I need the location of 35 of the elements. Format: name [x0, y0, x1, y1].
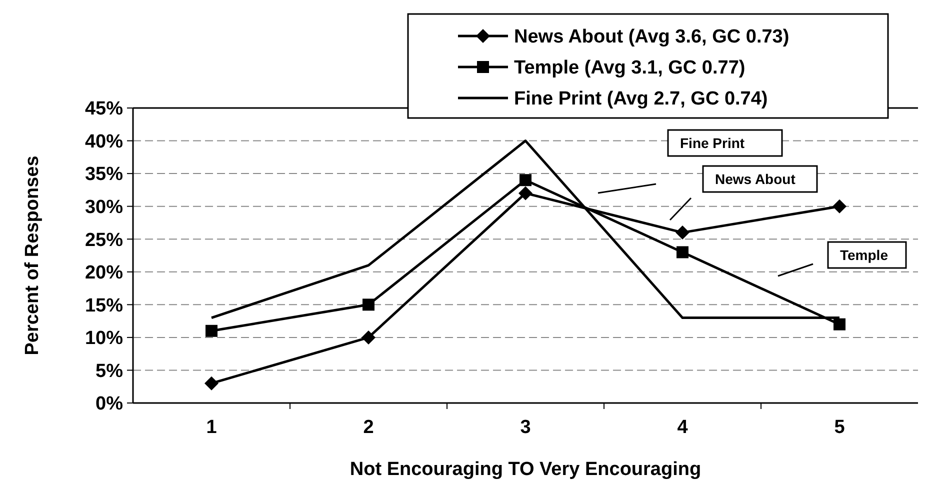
x-tick-label: 4 [677, 417, 688, 438]
point [834, 318, 846, 330]
callout: Temple [778, 241, 907, 277]
y-tick-label: 0% [96, 394, 124, 415]
x-tick-label: 5 [834, 417, 846, 438]
y-tick-label: 10% [84, 328, 124, 350]
y-axis-title: Percent of Responses [22, 156, 43, 356]
x-axis-title: Not Encouraging TO Very Encouraging [350, 459, 702, 480]
point [676, 226, 690, 240]
legend-label: Fine Print (Avg 2.7, GC 0.74) [514, 88, 768, 110]
y-tick-label: 15% [84, 295, 124, 316]
y-tick-label: 30% [84, 196, 124, 218]
y-tick-label: 40% [84, 131, 124, 152]
point [518, 186, 532, 200]
y-tick-label: 5% [96, 360, 124, 382]
y-tick-label: 45% [84, 98, 124, 120]
point [676, 246, 688, 258]
annotation: News About [715, 171, 796, 187]
callout: News About [669, 165, 818, 221]
point [362, 298, 374, 311]
annotation: Fine Print [680, 135, 745, 151]
x-tick-label: 3 [520, 417, 531, 438]
y-tick-label: 35% [84, 164, 124, 186]
x-tick-label: 1 [206, 417, 218, 438]
y-tick-label: 20% [84, 262, 124, 284]
legend-label: News About (Avg 3.6, GC 0.73) [514, 26, 790, 48]
point [206, 324, 218, 337]
point [832, 199, 846, 214]
x-tick-label: 2 [363, 417, 374, 438]
y-tick-label: 25% [84, 230, 124, 251]
annotation: Temple [840, 247, 888, 263]
point [362, 330, 376, 344]
point [520, 174, 532, 186]
point [204, 376, 218, 390]
legend-label: Temple (Avg 3.1, GC 0.77) [514, 58, 746, 79]
